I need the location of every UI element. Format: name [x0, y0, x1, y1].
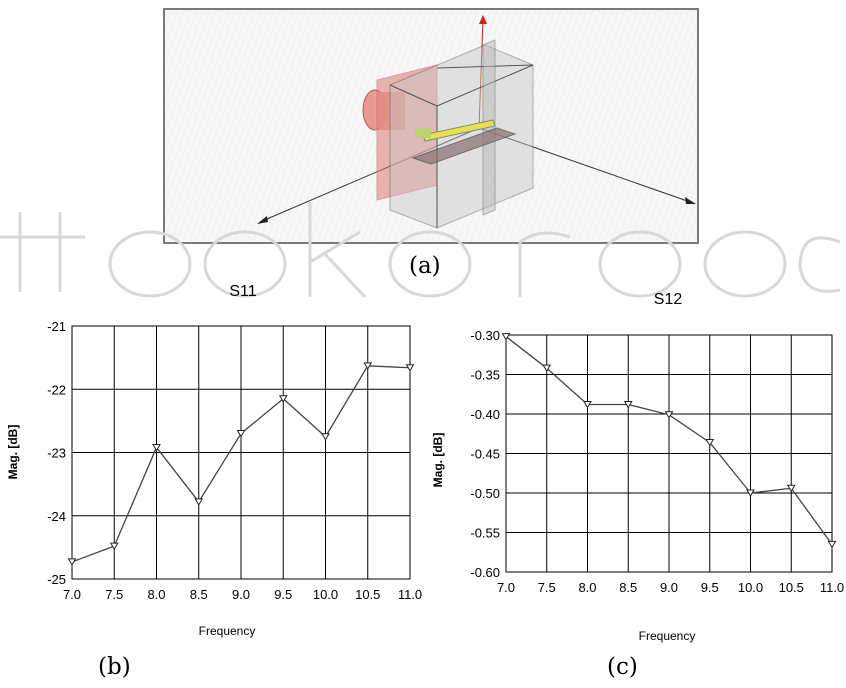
data-point — [664, 411, 674, 419]
series-line — [505, 336, 833, 545]
x-axis-title: Frequency — [199, 624, 256, 638]
y-tick-label: -21 — [47, 319, 66, 334]
data-point — [583, 401, 592, 409]
x-axis-title: Frequency — [639, 629, 696, 643]
x-tick-label: 8.5 — [619, 580, 637, 595]
y-axis-title: Mag. [dB] — [6, 425, 20, 480]
chart-grid — [505, 334, 833, 573]
chart-series — [501, 333, 837, 549]
y-axis-arrow — [685, 197, 696, 204]
x-tick-label: 7.0 — [497, 580, 515, 595]
x-tick-labels: 7.0 7.5 8.0 8.5 9.0 9.5 10.0 10.5 11.0 — [497, 580, 844, 595]
x-tick-label: 8.0 — [578, 580, 596, 595]
chart-grid — [71, 325, 411, 580]
feed-pin — [415, 128, 431, 138]
z-axis — [478, 17, 484, 129]
figure-label-a: (a) — [409, 253, 441, 279]
series-line — [71, 365, 411, 563]
y-tick-label: -0.35 — [470, 368, 500, 383]
x-tick-label: 8.0 — [147, 587, 165, 602]
x-tick-label: 9.5 — [701, 580, 719, 595]
x-tick-label: 10.0 — [738, 580, 763, 595]
y-axis-title: Mag. [dB] — [431, 433, 445, 488]
y-tick-label: -0.55 — [470, 526, 500, 541]
model-render-panel — [163, 8, 699, 244]
y-tick-label: -0.60 — [470, 565, 500, 580]
x-tick-label: 10.5 — [779, 580, 804, 595]
data-point — [786, 484, 796, 493]
y-tick-label: -0.40 — [470, 407, 500, 422]
data-point — [278, 395, 288, 403]
y-tick-labels: -0.30 -0.35 -0.40 -0.45 -0.50 -0.55 -0.60 — [470, 328, 500, 580]
y-tick-labels: -21 -22 -23 -24 -25 — [47, 319, 66, 587]
x-tick-label: 11.0 — [820, 580, 844, 595]
plot-frame — [505, 334, 833, 573]
x-tick-label: 9.5 — [274, 587, 292, 602]
x-tick-label: 10.0 — [313, 587, 338, 602]
x-tick-label: 9.0 — [660, 580, 678, 595]
x-tick-label: 7.0 — [63, 587, 81, 602]
x-tick-label: 10.5 — [355, 587, 380, 602]
data-point — [827, 540, 837, 549]
feed-line — [422, 119, 496, 142]
substrate — [411, 127, 517, 165]
data-point — [321, 433, 330, 441]
data-point — [236, 430, 246, 438]
y-tick-label: -0.45 — [470, 447, 500, 462]
y-tick-label: -22 — [47, 382, 66, 397]
y-tick-label: -24 — [47, 509, 66, 524]
x-tick-label: 8.5 — [190, 587, 208, 602]
y-tick-label: -25 — [47, 572, 66, 587]
x-tick-label: 7.5 — [538, 580, 556, 595]
x-tick-label: 7.5 — [105, 587, 123, 602]
x-tick-label: 11.0 — [398, 587, 422, 602]
figure-label-c: (c) — [607, 654, 638, 680]
data-point — [405, 364, 415, 372]
x-tick-labels: 7.0 7.5 8.0 8.5 9.0 9.5 10.0 10.5 11.0 — [63, 587, 422, 602]
data-point — [152, 443, 161, 452]
chart-series — [67, 362, 415, 566]
y-tick-label: -23 — [47, 446, 66, 461]
data-point — [363, 362, 373, 370]
data-point — [746, 489, 755, 497]
y-tick-label: -0.50 — [470, 486, 500, 501]
y-axis — [478, 127, 694, 204]
y-tick-label: -0.30 — [470, 328, 500, 343]
data-point — [501, 333, 511, 341]
data-point — [109, 542, 119, 551]
data-point — [705, 438, 715, 447]
model-render — [165, 10, 697, 242]
x-tick-label: 9.0 — [232, 587, 250, 602]
data-point — [623, 401, 633, 409]
figure-label-b: (b) — [98, 654, 131, 680]
data-point — [67, 558, 77, 566]
x-axis — [259, 127, 480, 223]
x-axis-arrow — [257, 216, 268, 224]
z-axis-arrow — [479, 15, 487, 24]
data-point — [542, 364, 552, 373]
data-point — [194, 498, 204, 506]
watermark — [0, 202, 841, 299]
plot-frame — [71, 325, 411, 580]
